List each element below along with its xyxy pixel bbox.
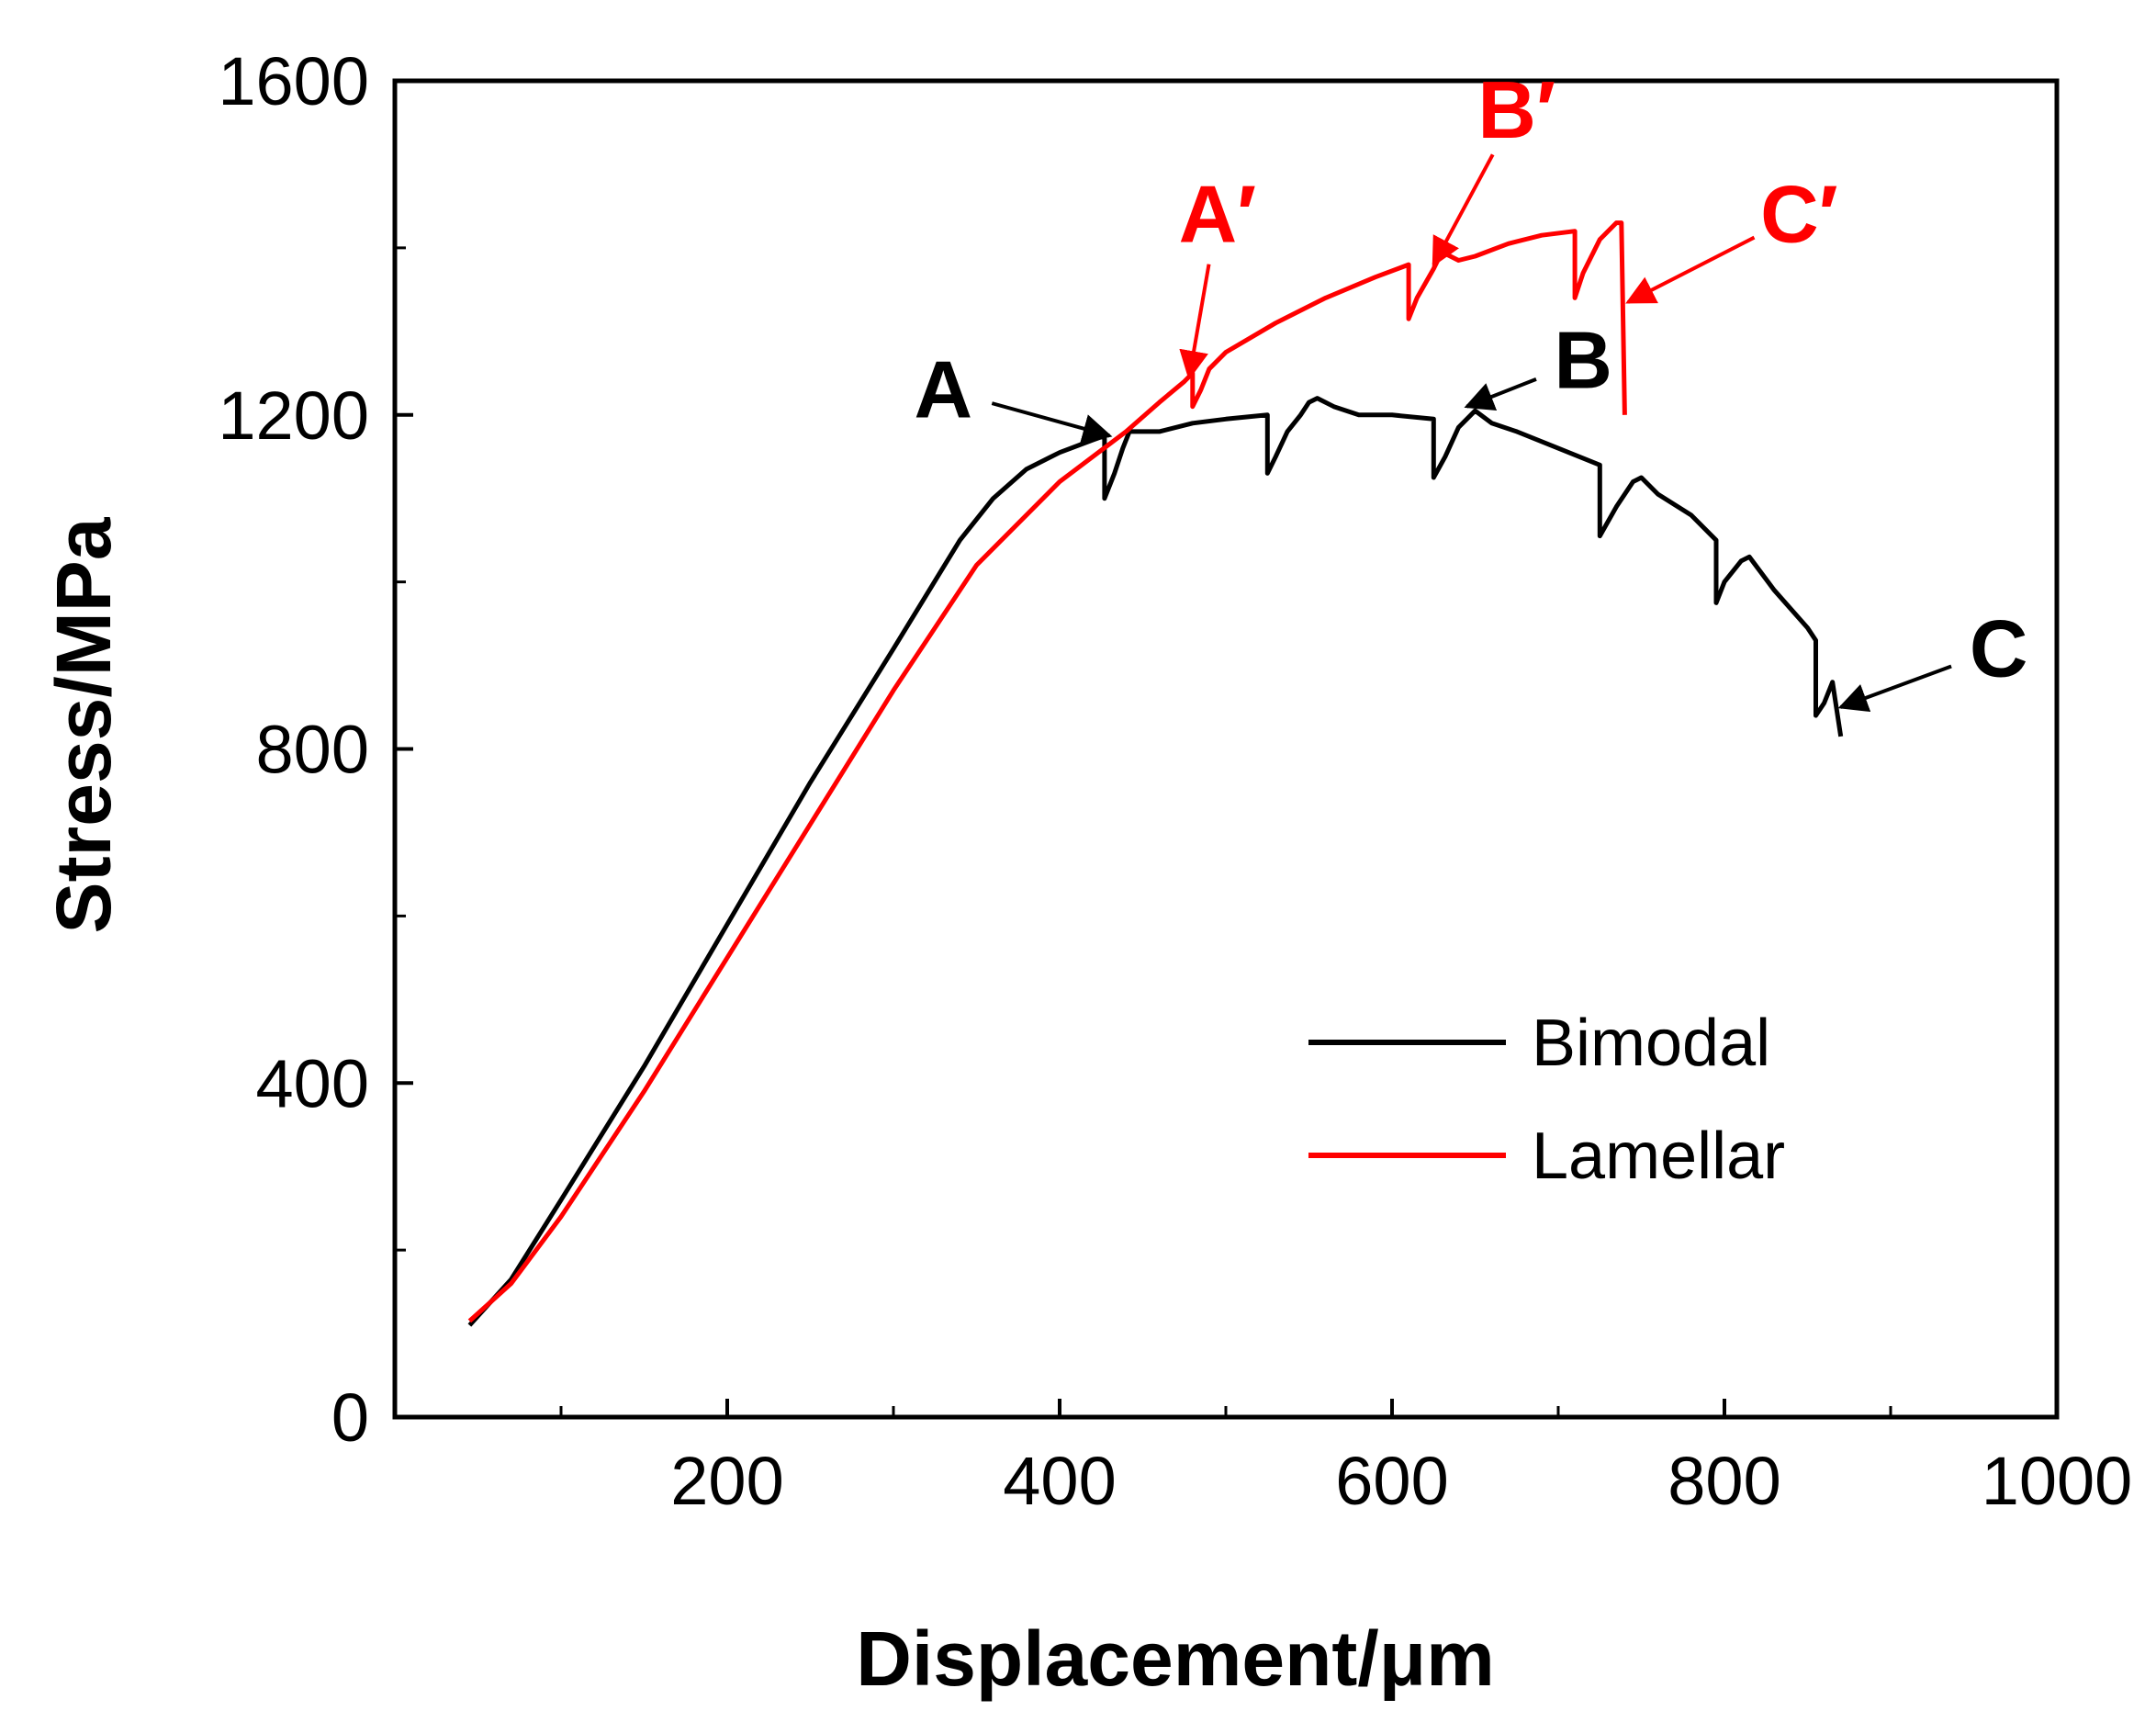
annotation-label: B — [1554, 315, 1612, 406]
annotation-label: C — [1970, 602, 2028, 693]
annotation-label: C′ — [1760, 169, 1838, 260]
x-axis-tick-labels: 200 400 600 800 1000 — [670, 1443, 2132, 1519]
series-line-bimodal — [467, 396, 1844, 1327]
y-axis-tick-labels: 0 400 800 1200 1600 — [218, 43, 369, 1456]
annotation-arrow — [1432, 153, 1495, 267]
annotation-arrow — [1625, 235, 1756, 304]
y-tick-label: 1600 — [218, 43, 369, 119]
x-tick-label: 200 — [670, 1443, 783, 1519]
plot-area — [392, 78, 2060, 1420]
annotation-arrow — [1464, 377, 1537, 411]
annotation-arrow — [991, 401, 1113, 444]
x-tick-label: 600 — [1335, 1443, 1448, 1519]
annotation-label: A — [915, 343, 973, 434]
x-tick-label: 800 — [1668, 1443, 1780, 1519]
x-tick-label: 400 — [1003, 1443, 1116, 1519]
legend-label-lamellar: Lamellar — [1532, 1120, 1785, 1193]
y-tick-label: 0 — [331, 1379, 369, 1456]
legend-label-bimodal: Bimodal — [1532, 1007, 1770, 1080]
y-tick-label: 800 — [256, 712, 369, 788]
series-lines — [467, 220, 1844, 1327]
y-axis-ticks — [395, 79, 413, 1419]
x-axis-ticks — [559, 1399, 2059, 1417]
series-line-lamellar — [467, 220, 1627, 1323]
legend: Bimodal Lamellar — [1308, 1007, 1785, 1193]
annotation-arrow — [1837, 664, 1952, 713]
annotations: A B C A′ B′ C′ — [915, 64, 2028, 713]
annotation-label: B′ — [1477, 64, 1555, 155]
x-tick-label: 1000 — [1982, 1443, 2133, 1519]
y-tick-label: 400 — [256, 1045, 369, 1121]
annotation-arrow — [1179, 264, 1211, 380]
annotation-label: A′ — [1179, 169, 1257, 260]
x-axis-title: Displacement/μm — [856, 1615, 1495, 1702]
y-tick-label: 1200 — [218, 377, 369, 454]
y-axis-title: Stress/MPa — [40, 516, 127, 933]
